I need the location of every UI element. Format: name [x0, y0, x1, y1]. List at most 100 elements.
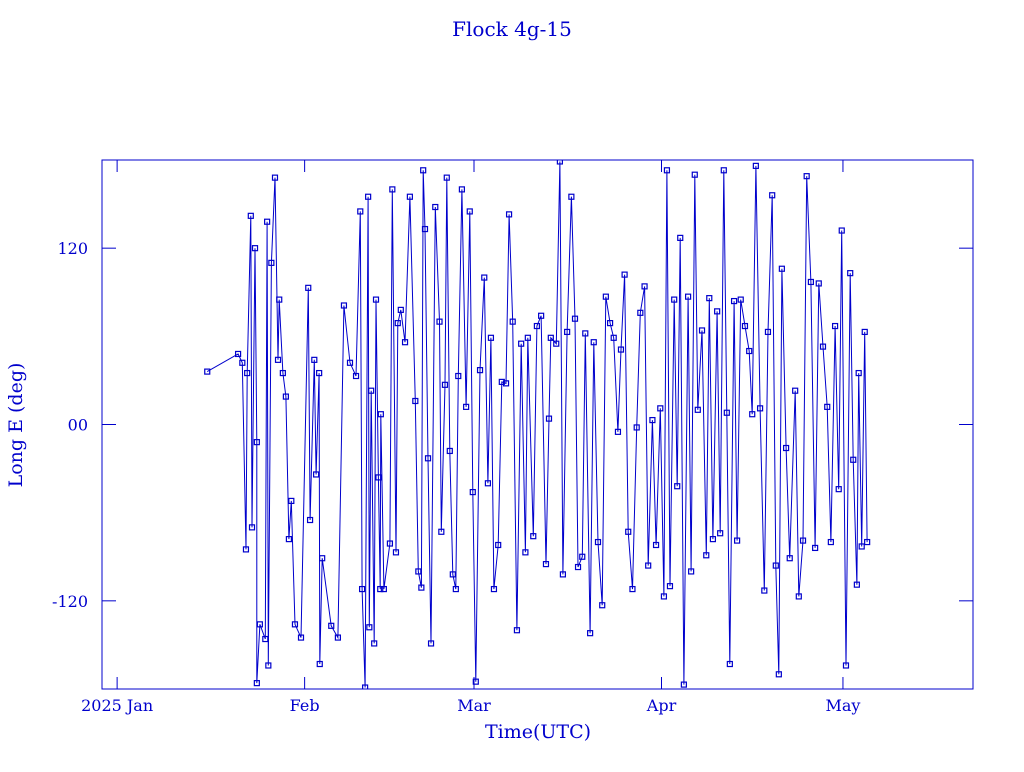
data-point — [677, 234, 684, 241]
data-point — [481, 274, 488, 281]
data-point — [824, 403, 831, 410]
data-point — [328, 622, 335, 629]
data-point — [204, 368, 211, 375]
data-point — [443, 174, 450, 181]
data-point — [587, 630, 594, 637]
data-point — [726, 660, 733, 668]
y-tick-label: 00 — [68, 416, 88, 435]
data-point — [741, 322, 749, 330]
data-point — [579, 553, 586, 560]
data-point — [271, 174, 279, 181]
data-point — [717, 530, 724, 537]
data-point — [761, 587, 768, 594]
x-tick-label: Feb — [290, 696, 320, 715]
data-point — [674, 483, 681, 490]
data-point — [248, 524, 256, 531]
data-point — [556, 160, 563, 165]
data-point — [288, 497, 295, 505]
x-tick-label: 2025 Jan — [81, 696, 153, 715]
data-point — [815, 280, 822, 287]
data-point — [864, 538, 871, 546]
data-point — [746, 347, 753, 355]
data-point — [392, 549, 400, 556]
data-point — [568, 193, 575, 200]
data-point — [617, 346, 625, 353]
data-point — [786, 555, 793, 562]
data-point — [469, 488, 476, 496]
data-point — [666, 583, 674, 590]
data-point — [311, 356, 318, 363]
data-point — [316, 660, 323, 668]
data-point — [610, 334, 617, 341]
data-point — [625, 528, 632, 535]
data-point — [421, 225, 429, 233]
data-point — [737, 296, 744, 303]
data-point — [855, 369, 862, 377]
data-point — [377, 585, 384, 593]
data-point — [599, 602, 606, 609]
data-point — [571, 315, 579, 322]
data-point — [509, 318, 516, 325]
y-tick-label: -120 — [52, 592, 88, 611]
x-axis-label: Time(UTC) — [485, 721, 591, 743]
data-point — [645, 562, 652, 569]
data-point — [401, 339, 409, 346]
data-point — [621, 271, 628, 278]
data-point — [372, 296, 380, 303]
data-point — [602, 293, 609, 300]
data-point — [234, 350, 242, 358]
data-point — [274, 356, 282, 363]
data-point — [386, 540, 394, 547]
data-point — [633, 424, 640, 431]
chart-title: Flock 4g-15 — [452, 17, 572, 41]
data-point — [749, 411, 756, 418]
data-point — [513, 627, 521, 634]
data-point — [714, 308, 721, 315]
data-point — [533, 322, 540, 330]
data-point — [847, 270, 854, 277]
x-tick-label: Apr — [646, 696, 677, 715]
data-point — [795, 593, 802, 600]
data-point — [452, 585, 459, 593]
data-point — [564, 328, 571, 336]
data-point — [446, 447, 453, 455]
data-point — [505, 211, 513, 218]
data-point — [706, 295, 713, 302]
data-point — [657, 405, 664, 412]
data-point — [850, 456, 857, 463]
data-point — [306, 516, 314, 524]
x-tick-label: Mar — [457, 696, 491, 715]
data-point — [660, 593, 668, 600]
data-point — [466, 208, 473, 215]
data-point — [530, 533, 537, 540]
data-point — [688, 568, 695, 575]
data-point — [397, 306, 404, 313]
data-point — [782, 444, 790, 452]
data-point — [285, 536, 293, 543]
data-point — [629, 585, 636, 593]
data-point — [366, 624, 373, 631]
data-point — [242, 546, 250, 553]
data-point — [778, 265, 785, 272]
data-point — [698, 327, 706, 334]
x-tick-label: May — [825, 696, 860, 715]
data-point — [649, 416, 656, 424]
data-point — [730, 297, 738, 305]
data-point — [316, 369, 323, 377]
data-point — [853, 581, 860, 588]
data-point — [291, 621, 299, 628]
data-point — [614, 428, 622, 435]
data-point — [819, 343, 827, 350]
data-point — [432, 203, 439, 211]
data-point — [831, 322, 839, 330]
data-point — [389, 186, 396, 193]
data-point — [524, 334, 531, 341]
data-point — [305, 284, 312, 291]
data-point — [476, 367, 484, 374]
data-point — [752, 162, 759, 169]
data-point — [458, 186, 465, 193]
data-point — [313, 471, 320, 478]
data-point — [518, 340, 525, 347]
data-point — [574, 563, 582, 571]
data-point — [606, 320, 614, 327]
